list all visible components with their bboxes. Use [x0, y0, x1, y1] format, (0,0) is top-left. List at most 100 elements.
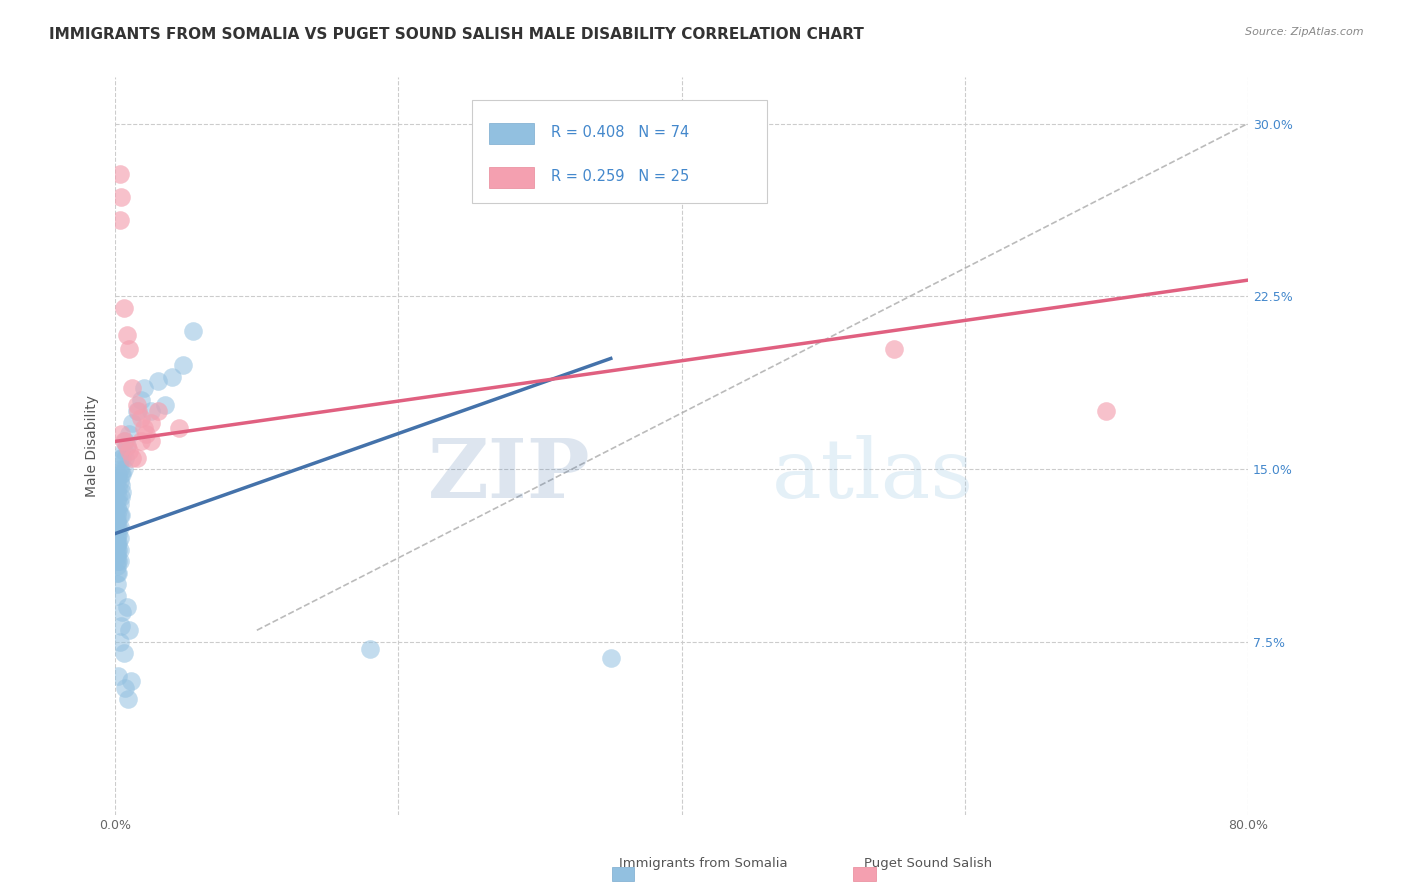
Point — [114, 434, 136, 449]
Point — [129, 411, 152, 425]
Point — [108, 519, 131, 533]
Point — [112, 646, 135, 660]
Point — [105, 577, 128, 591]
FancyBboxPatch shape — [472, 100, 766, 202]
Point — [112, 434, 135, 449]
Point — [1095, 404, 1118, 418]
Text: Immigrants from Somalia: Immigrants from Somalia — [619, 856, 787, 870]
Point — [146, 404, 169, 418]
Point — [121, 450, 143, 465]
Point — [139, 416, 162, 430]
Point — [139, 434, 162, 449]
Point — [115, 600, 138, 615]
Point — [110, 467, 132, 481]
Point — [127, 404, 149, 418]
Point — [167, 420, 190, 434]
Point — [105, 494, 128, 508]
Bar — [489, 168, 534, 188]
Point — [108, 474, 131, 488]
Point — [105, 531, 128, 545]
Point — [115, 439, 138, 453]
Point — [118, 624, 141, 638]
Point — [120, 673, 142, 688]
Point — [118, 443, 141, 458]
Point — [121, 381, 143, 395]
Point — [107, 526, 129, 541]
Point — [359, 641, 381, 656]
Point — [107, 669, 129, 683]
Point — [105, 589, 128, 603]
Point — [105, 485, 128, 500]
Text: Source: ZipAtlas.com: Source: ZipAtlas.com — [1246, 27, 1364, 37]
Point — [108, 634, 131, 648]
Text: Puget Sound Salish: Puget Sound Salish — [863, 856, 993, 870]
Point — [883, 343, 905, 357]
Point — [107, 554, 129, 568]
Y-axis label: Male Disability: Male Disability — [86, 395, 100, 497]
Bar — [489, 123, 534, 144]
Point — [105, 515, 128, 529]
Point — [132, 420, 155, 434]
Point — [110, 427, 132, 442]
Point — [129, 434, 152, 449]
Point — [105, 519, 128, 533]
Point — [107, 467, 129, 481]
Point — [110, 508, 132, 522]
Point — [105, 526, 128, 541]
Point — [110, 450, 132, 465]
Point — [115, 439, 138, 453]
Text: atlas: atlas — [772, 435, 974, 516]
Point — [105, 474, 128, 488]
Point — [107, 535, 129, 549]
Point — [107, 542, 129, 557]
Point — [110, 190, 132, 204]
Point — [125, 404, 148, 418]
Point — [108, 213, 131, 227]
Point — [108, 554, 131, 568]
Point — [105, 566, 128, 580]
Point — [108, 542, 131, 557]
Point — [146, 375, 169, 389]
Point — [105, 547, 128, 561]
Point — [153, 398, 176, 412]
Point — [112, 462, 135, 476]
Point — [105, 535, 128, 549]
Point — [105, 542, 128, 557]
Point — [181, 324, 204, 338]
Point — [129, 392, 152, 407]
Point — [105, 538, 128, 552]
Point — [172, 359, 194, 373]
Point — [108, 167, 131, 181]
Text: R = 0.259   N = 25: R = 0.259 N = 25 — [551, 169, 689, 185]
Point — [132, 381, 155, 395]
Point — [117, 692, 139, 706]
Point — [118, 343, 141, 357]
Point — [108, 462, 131, 476]
Point — [115, 328, 138, 343]
Point — [114, 450, 136, 465]
Point — [107, 480, 129, 494]
Point — [125, 398, 148, 412]
Point — [160, 370, 183, 384]
Point — [111, 450, 134, 465]
Point — [107, 566, 129, 580]
Text: IMMIGRANTS FROM SOMALIA VS PUGET SOUND SALISH MALE DISABILITY CORRELATION CHART: IMMIGRANTS FROM SOMALIA VS PUGET SOUND S… — [49, 27, 865, 42]
Point — [112, 301, 135, 315]
Text: R = 0.408   N = 74: R = 0.408 N = 74 — [551, 125, 689, 140]
Point — [112, 443, 135, 458]
Point — [107, 519, 129, 533]
Point — [114, 681, 136, 695]
Point — [108, 497, 131, 511]
Point — [125, 450, 148, 465]
Point — [135, 427, 157, 442]
Point — [110, 490, 132, 504]
Point — [111, 467, 134, 481]
Point — [108, 508, 131, 522]
Point — [105, 558, 128, 573]
Text: ZIP: ZIP — [429, 435, 591, 516]
Point — [121, 416, 143, 430]
Point — [139, 404, 162, 418]
Point — [111, 605, 134, 619]
Point — [105, 501, 128, 516]
Point — [111, 485, 134, 500]
